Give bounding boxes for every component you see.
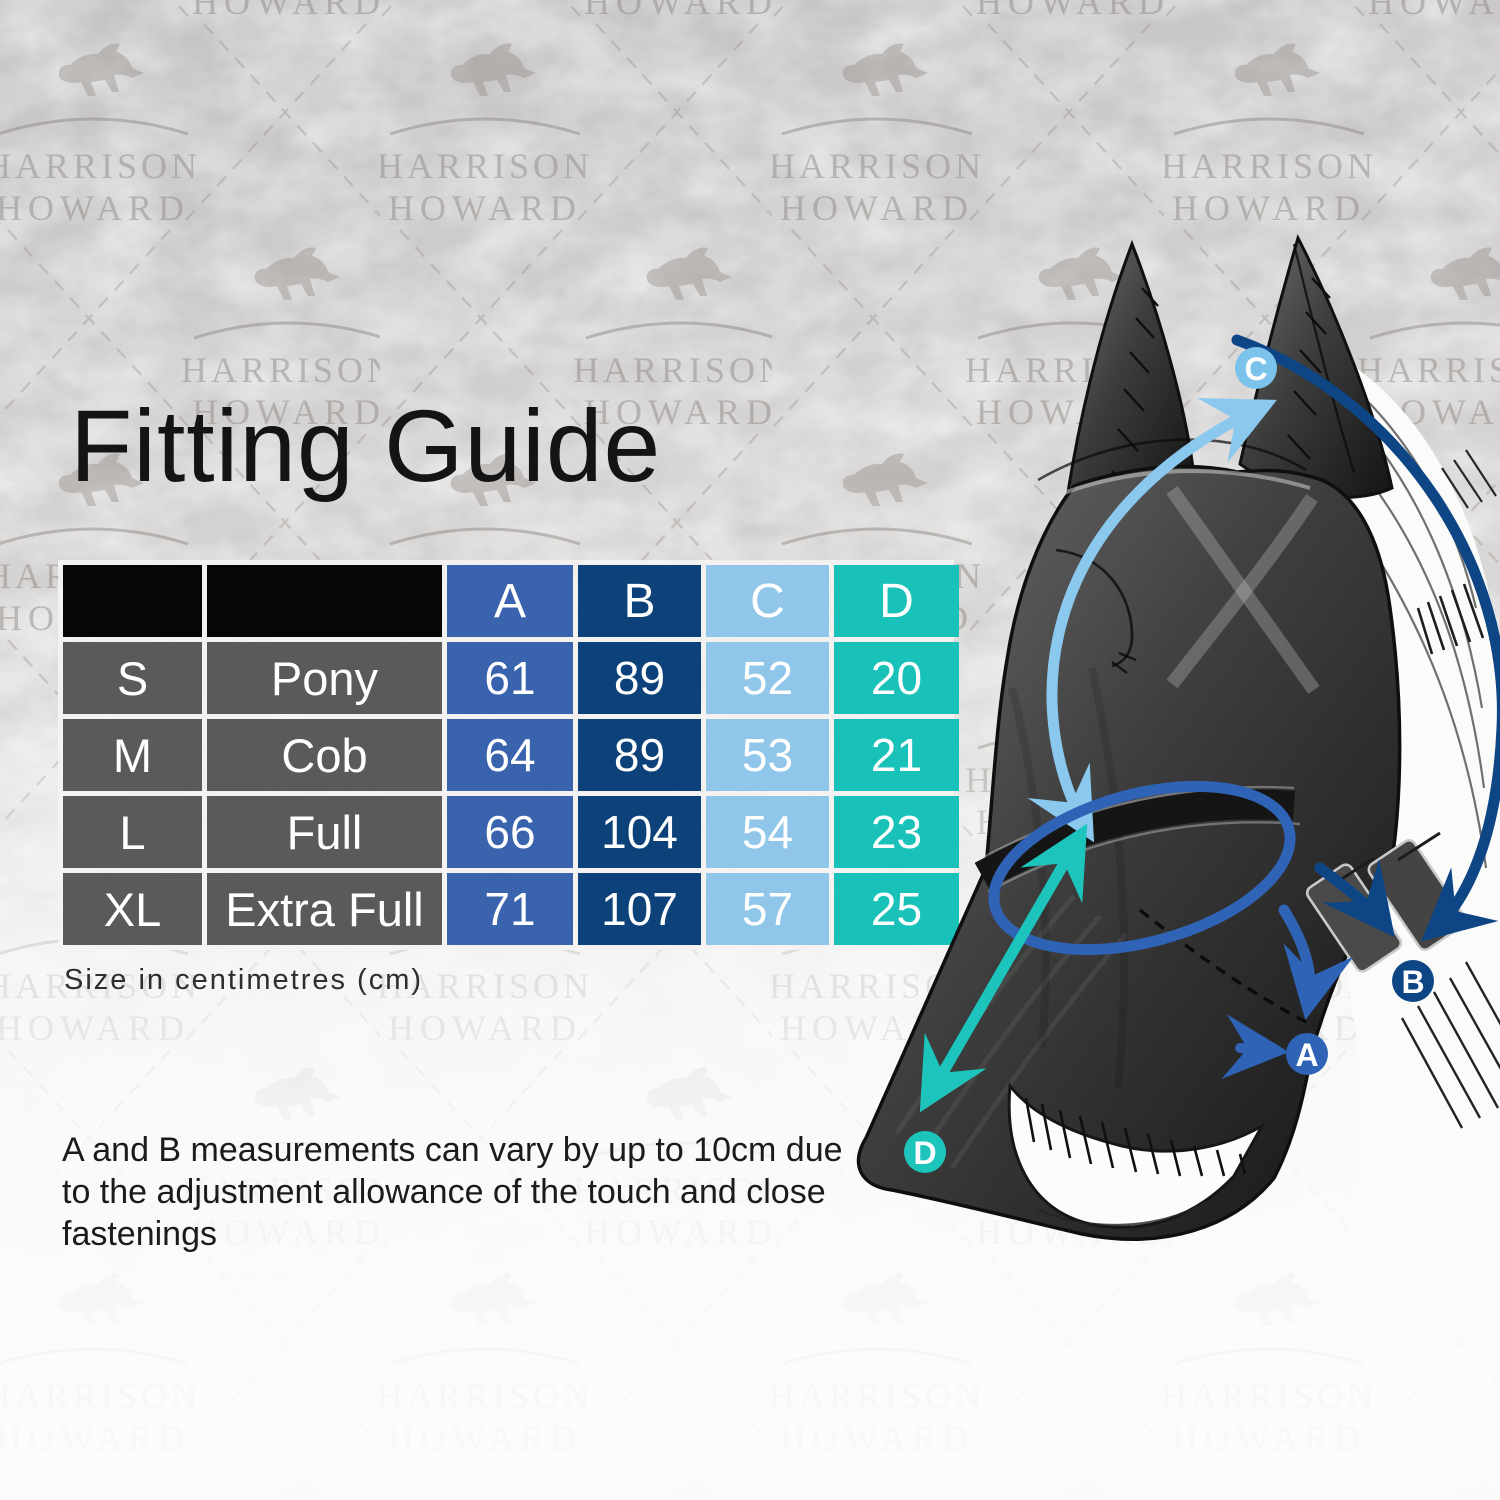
value-cell: 61 xyxy=(447,642,573,714)
measurement-footnote: A and B measurements can vary by up to 1… xyxy=(62,1131,843,1253)
badge-b-label: B xyxy=(1401,964,1424,1000)
value-cell: 107 xyxy=(578,873,701,945)
table-corner-cell xyxy=(63,565,202,637)
size-label: L xyxy=(63,796,202,868)
size-grid: A B C D S Pony 61 89 52 20 M Cob 64 89 5… xyxy=(58,560,959,950)
fit-label: Full xyxy=(207,796,442,868)
fit-label: Pony xyxy=(207,642,442,714)
badge-a-label: A xyxy=(1295,1037,1318,1073)
arrow-c xyxy=(1027,398,1277,843)
badge-c: C xyxy=(1235,347,1277,389)
value-cell: 64 xyxy=(447,719,573,791)
column-header-a: A xyxy=(447,565,573,637)
size-label: S xyxy=(63,642,202,714)
measure-badges: C B A D xyxy=(904,347,1434,1173)
value-cell: 53 xyxy=(706,719,829,791)
units-caption: Size in centimetres (cm) xyxy=(64,964,424,996)
horse-fly-mask-diagram: C B A D xyxy=(856,233,1500,1328)
column-header-b: B xyxy=(578,565,701,637)
page-title: Fitting Guide xyxy=(70,389,662,503)
mouth-chin-sketch xyxy=(1007,1082,1266,1229)
stitch-seam xyxy=(1138,908,1315,1028)
fit-label: Cob xyxy=(207,719,442,791)
size-label: XL xyxy=(63,873,202,945)
badge-b: B xyxy=(1392,960,1434,1002)
badge-a: A xyxy=(1286,1033,1328,1075)
badge-c-label: C xyxy=(1244,351,1267,387)
value-cell: 89 xyxy=(578,719,701,791)
column-header-d: D xyxy=(834,565,959,637)
value-cell: 54 xyxy=(706,796,829,868)
fit-label: Extra Full xyxy=(207,873,442,945)
value-cell: 71 xyxy=(447,873,573,945)
value-cell: 52 xyxy=(706,642,829,714)
size-label: M xyxy=(63,719,202,791)
value-cell: 104 xyxy=(578,796,701,868)
column-header-c: C xyxy=(706,565,829,637)
size-table: A B C D S Pony 61 89 52 20 M Cob 64 89 5… xyxy=(58,560,959,997)
value-cell: 89 xyxy=(578,642,701,714)
arrow-d xyxy=(919,823,1088,1113)
badge-d-label: D xyxy=(913,1135,936,1171)
value-cell: 21 xyxy=(834,719,959,791)
badge-d: D xyxy=(904,1131,946,1173)
value-cell: 57 xyxy=(706,873,829,945)
horse-ears xyxy=(1066,233,1394,505)
value-cell: 66 xyxy=(447,796,573,868)
table-corner-cell xyxy=(207,565,442,637)
value-cell: 20 xyxy=(834,642,959,714)
